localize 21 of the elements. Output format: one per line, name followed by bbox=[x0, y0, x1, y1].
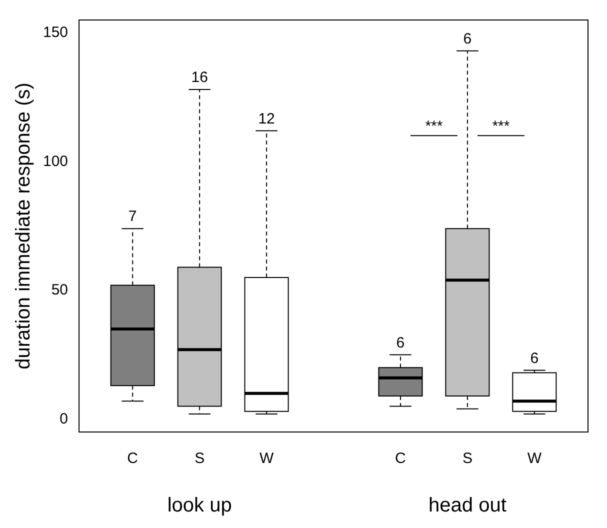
x-tick-label: W bbox=[259, 450, 274, 468]
x-tick-label: C bbox=[127, 450, 138, 468]
annotation: 6 bbox=[463, 30, 472, 48]
y-tick-label: 150 bbox=[42, 24, 68, 42]
annotation: *** bbox=[492, 118, 510, 136]
x-tick-label: C bbox=[395, 450, 406, 468]
y-tick-label: 50 bbox=[51, 282, 68, 299]
annotation: 16 bbox=[191, 69, 208, 86]
annotation: 6 bbox=[396, 334, 405, 352]
y-tick-label: 100 bbox=[42, 152, 68, 170]
y-axis-title: duration immediate response (s) bbox=[12, 82, 35, 370]
annotation: 7 bbox=[128, 208, 137, 226]
y-tick-label: 0 bbox=[60, 410, 68, 428]
text: head out bbox=[428, 494, 507, 517]
x-tick-label: S bbox=[462, 450, 472, 468]
text: look up bbox=[167, 494, 232, 517]
annotation: 12 bbox=[258, 110, 275, 128]
annotation: *** bbox=[425, 118, 443, 136]
annotation: 6 bbox=[530, 350, 539, 367]
x-tick-label: W bbox=[527, 450, 542, 468]
x-tick-label: S bbox=[194, 450, 205, 468]
